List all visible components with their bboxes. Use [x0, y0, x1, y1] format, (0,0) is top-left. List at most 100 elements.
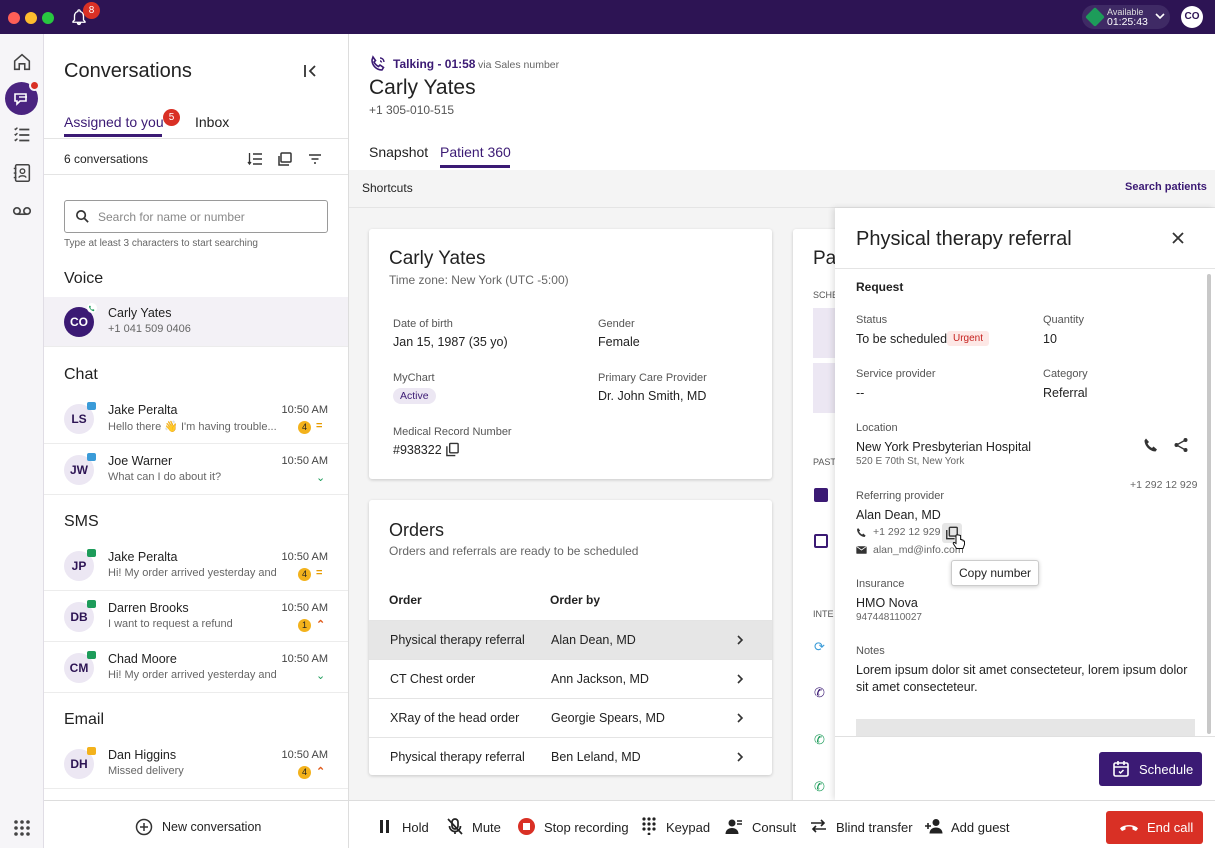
voicemail-icon[interactable] — [11, 200, 33, 222]
phone-icon: ✆ — [814, 732, 825, 747]
stop-recording-label: Stop recording — [544, 820, 629, 835]
end-call-button[interactable]: End call — [1106, 811, 1203, 844]
schedule-button[interactable]: Schedule — [1099, 752, 1202, 786]
keypad-button[interactable]: Keypad — [640, 815, 710, 837]
contacts-icon[interactable] — [11, 162, 33, 184]
list-item[interactable]: DH Dan Higgins Missed delivery 10:50 AM … — [44, 739, 348, 789]
add-circle-icon — [135, 818, 153, 836]
call-via: via Sales number — [478, 59, 560, 71]
hang-up-icon — [1120, 825, 1138, 831]
tab-snapshot[interactable]: Snapshot — [369, 144, 429, 160]
list-item[interactable]: CO Carly Yates +1 041 509 0406 — [44, 297, 348, 347]
chevron-right-icon — [737, 635, 744, 645]
search-input[interactable]: Search for name or number — [64, 200, 328, 233]
location-label: Location — [856, 422, 898, 434]
sort-list-icon[interactable] — [247, 151, 263, 167]
order-name: Physical therapy referral — [390, 750, 525, 764]
message-preview: Hello there 👋 I'm having trouble... — [108, 421, 277, 433]
add-guest-label: Add guest — [951, 820, 1010, 835]
tab-patient-360[interactable]: Patient 360 — [440, 144, 511, 160]
message-time: 10:50 AM — [281, 551, 328, 563]
list-item[interactable]: JP Jake Peralta Hi! My order arrived yes… — [44, 541, 348, 591]
message-preview: Hi! My order arrived yesterday and ... — [108, 669, 278, 681]
message-time: 10:50 AM — [281, 455, 328, 467]
home-icon[interactable] — [11, 51, 33, 73]
active-call-icon — [87, 303, 97, 313]
chevron-down-icon — [1154, 10, 1166, 22]
new-conversation-bar: New conversation — [44, 800, 349, 848]
drawer-scrollbar[interactable] — [1207, 274, 1211, 734]
collapse-panel-icon[interactable] — [303, 63, 319, 79]
search-icon — [75, 209, 90, 224]
add-guest-button[interactable]: Add guest — [923, 815, 1010, 837]
task-list-icon[interactable] — [11, 124, 33, 146]
col-order-by-header: Order by — [550, 593, 601, 607]
toolbar-divider — [44, 174, 348, 175]
hold-button[interactable]: Hold — [377, 815, 433, 837]
contact-phone: +1 041 509 0406 — [108, 323, 191, 335]
contact-name: Carly Yates — [108, 306, 172, 320]
table-row[interactable]: Physical therapy referral Ben Leland, MD — [369, 737, 772, 776]
phone-talking-icon — [369, 55, 387, 73]
message-time: 10:50 AM — [281, 653, 328, 665]
consult-button[interactable]: Consult — [724, 815, 796, 837]
status-value: To be scheduled — [856, 332, 948, 346]
share-icon[interactable] — [1173, 437, 1189, 453]
mute-button[interactable]: Mute — [445, 815, 505, 837]
section-chat: Chat — [64, 366, 98, 383]
list-item[interactable]: DB Darren Brooks I want to request a ref… — [44, 592, 348, 642]
call-header: Talking - 01:58 via Sales number Carly Y… — [349, 34, 1215, 170]
tab-assigned-to-you[interactable]: Assigned to you — [64, 114, 164, 130]
call-controls-bar: Hold Mute Stop recording Keypad Consult … — [349, 800, 1215, 848]
mrn-label: Medical Record Number — [393, 426, 512, 438]
location-value: New York Presbyterian Hospital — [856, 440, 1032, 454]
conversations-title: Conversations — [64, 60, 192, 82]
window-close-button[interactable] — [8, 12, 20, 24]
close-icon[interactable] — [1171, 231, 1185, 245]
copy-icon[interactable] — [445, 442, 460, 457]
filter-icon[interactable] — [307, 151, 323, 167]
app-grid-icon[interactable] — [11, 817, 33, 839]
message-time: 10:50 AM — [281, 404, 328, 416]
table-row[interactable]: XRay of the head order Georgie Spears, M… — [369, 698, 772, 737]
list-item[interactable]: JW Joe Warner What can I do about it? 10… — [44, 445, 348, 495]
search-patients-link[interactable]: Search patients — [1125, 181, 1207, 193]
list-item[interactable]: LS Jake Peralta Hello there 👋 I'm having… — [44, 394, 348, 444]
new-conversation-label: New conversation — [162, 820, 262, 834]
mute-label: Mute — [472, 820, 501, 835]
call-location-icon[interactable] — [1143, 437, 1159, 453]
blind-transfer-label: Blind transfer — [836, 820, 913, 835]
chat-channel-icon — [87, 402, 96, 410]
message-preview: Missed delivery — [108, 765, 184, 777]
bulk-select-icon[interactable] — [277, 151, 293, 167]
priority-low-icon: ⌄ — [316, 670, 326, 682]
bell-icon[interactable] — [70, 8, 88, 26]
priority-medium-icon: = — [316, 420, 323, 432]
status-timer: 01:25:43 — [1107, 16, 1148, 28]
unread-count: 4 — [298, 568, 311, 581]
window-maximize-button[interactable] — [42, 12, 54, 24]
window-minimize-button[interactable] — [25, 12, 37, 24]
mrn-value: #938322 — [393, 443, 442, 457]
stop-recording-button[interactable]: Stop recording — [517, 815, 629, 837]
email-icon — [856, 546, 867, 554]
message-preview: Hi! My order arrived yesterday and ... — [108, 567, 278, 579]
call-status: Talking - 01:58 — [393, 57, 476, 71]
request-heading: Request — [856, 280, 904, 294]
order-name: CT Chest order — [390, 672, 476, 686]
section-email: Email — [64, 711, 105, 728]
assigned-count-badge: 5 — [163, 109, 180, 126]
blind-transfer-button[interactable]: Blind transfer — [809, 815, 913, 837]
user-avatar[interactable]: CO — [1181, 6, 1203, 28]
tab-inbox[interactable]: Inbox — [195, 114, 230, 130]
microphone-off-icon — [447, 818, 463, 835]
table-row[interactable]: Physical therapy referral Alan Dean, MD — [369, 620, 772, 659]
list-item[interactable]: CM Chad Moore Hi! My order arrived yeste… — [44, 643, 348, 693]
end-call-label: End call — [1147, 820, 1194, 835]
conversations-nav-button[interactable] — [5, 80, 40, 115]
new-conversation-button[interactable]: New conversation — [135, 818, 261, 838]
schedule-section-label: SCHE — [813, 290, 839, 300]
table-row[interactable]: CT Chest order Ann Jackson, MD — [369, 659, 772, 698]
stop-recording-icon — [518, 818, 535, 835]
availability-status[interactable]: Available 01:25:43 — [1082, 5, 1170, 29]
